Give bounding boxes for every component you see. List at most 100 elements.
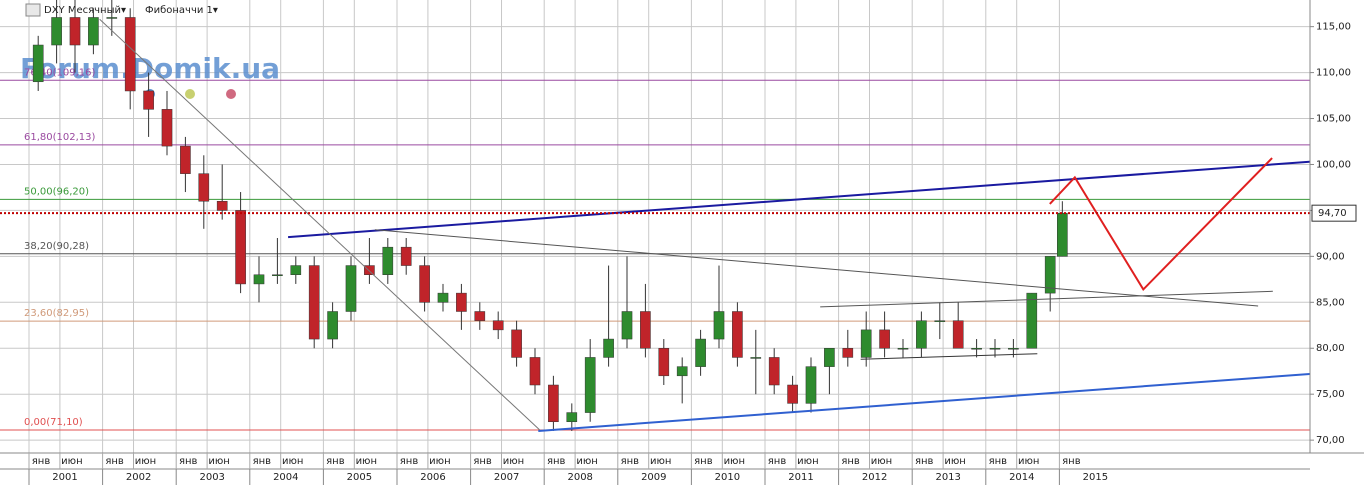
fib-label: 0,00(71,10) [24, 417, 83, 428]
y-tick-label: 75,00 [1316, 389, 1345, 400]
year-label: 2012 [862, 472, 887, 483]
candle-body [272, 274, 283, 276]
month-label: янв [915, 456, 934, 467]
month-label: июн [208, 456, 229, 467]
year-label: 2001 [52, 472, 77, 483]
month-label: янв [694, 456, 713, 467]
candle-body [916, 320, 927, 349]
month-label: янв [179, 456, 198, 467]
candle-body [971, 347, 982, 350]
month-label: июн [135, 456, 156, 467]
trend-line [287, 160, 1310, 239]
fib-label: 61,80(102,13) [24, 132, 96, 143]
last-price-box [1311, 204, 1357, 222]
y-tick-label: 115,00 [1316, 22, 1351, 33]
year-label: 2013 [935, 472, 960, 483]
last-price-label: 94,70 [1318, 208, 1347, 219]
candle-body [345, 265, 357, 312]
candle-body [492, 320, 504, 331]
candle-body [603, 338, 614, 358]
fib-label: 38,20(90,28) [24, 241, 89, 252]
candle-body [290, 265, 302, 275]
candle-body [437, 292, 449, 303]
month-label: янв [841, 456, 860, 467]
y-tick-label: 105,00 [1316, 114, 1351, 125]
header-icon[interactable] [25, 3, 41, 17]
candle-body [897, 347, 909, 350]
y-tick-label: 100,00 [1316, 159, 1351, 170]
y-tick-label: 90,00 [1316, 251, 1345, 262]
trend-line [860, 353, 1038, 360]
y-tick-label: 85,00 [1316, 297, 1345, 308]
candle-body [1057, 212, 1068, 257]
candle-body [658, 347, 670, 377]
month-label: янв [547, 456, 566, 467]
month-label: янв [621, 456, 640, 467]
year-label: 2011 [788, 472, 813, 483]
candle-body [327, 311, 338, 340]
candle-body [198, 173, 210, 202]
candle-body [768, 357, 780, 386]
month-label: июн [797, 456, 818, 467]
trend-line [1049, 157, 1273, 292]
month-label: янв [105, 456, 124, 467]
trend-line [374, 229, 1259, 307]
candle-body [713, 311, 725, 340]
month-label: июн [944, 456, 965, 467]
header-symbol[interactable]: DXY Месячный▾ [44, 5, 126, 16]
year-label: 2002 [126, 472, 151, 483]
month-label: янв [32, 456, 51, 467]
candle-body [308, 265, 320, 340]
candle-body [1008, 347, 1019, 350]
month-label: янв [253, 456, 272, 467]
candle-body [511, 329, 522, 358]
candle-body [88, 17, 99, 46]
candle-body [1026, 292, 1038, 349]
candle-body [106, 17, 118, 19]
month-label: янв [326, 456, 345, 467]
candle-body [787, 384, 798, 404]
candle-body [805, 366, 817, 404]
candle-body [1044, 256, 1056, 294]
month-label: июн [1018, 456, 1039, 467]
candle-body [879, 329, 890, 349]
candle-body [824, 347, 835, 367]
candle-body [952, 320, 964, 349]
candle-body [732, 311, 743, 358]
candle-body [364, 265, 375, 275]
plot: 0,00(71,10) 23,60(82,95) 38,20(90,28) 50,00… [0, 0, 1310, 432]
candle-body [676, 366, 688, 377]
year-label: 2003 [199, 472, 224, 483]
candle-body [474, 311, 486, 321]
candle-body [180, 145, 191, 174]
month-label: янв [473, 456, 492, 467]
month-label: янв [768, 456, 787, 467]
year-label: 2015 [1083, 472, 1108, 483]
year-label: 2009 [641, 472, 666, 483]
year-label: 2004 [273, 472, 298, 483]
candle-body [143, 90, 154, 110]
y-tick-label: 70,00 [1316, 435, 1345, 446]
year-label: 2005 [347, 472, 372, 483]
candle-body [584, 357, 596, 413]
candle-body [253, 274, 265, 285]
candle-body [621, 311, 633, 340]
month-label: июн [871, 456, 892, 467]
year-label: 2014 [1009, 472, 1034, 483]
candle-body [400, 246, 412, 266]
year-label: 2006 [420, 472, 445, 483]
trend-line [538, 372, 1310, 432]
year-label: 2010 [715, 472, 740, 483]
month-label: янв [989, 456, 1008, 467]
watermark-dot [185, 89, 195, 99]
year-label: 2007 [494, 472, 519, 483]
candle-body [934, 320, 946, 322]
fib-label: 76,40(109,16) [24, 67, 96, 78]
header-tool[interactable]: Фибоначчи 1▾ [145, 5, 218, 16]
month-label: июн [61, 456, 82, 467]
candle-body [69, 17, 81, 46]
month-label: июн [282, 456, 303, 467]
candle-body [566, 412, 578, 423]
month-label: янв [400, 456, 419, 467]
y-tick-label: 80,00 [1316, 343, 1345, 354]
